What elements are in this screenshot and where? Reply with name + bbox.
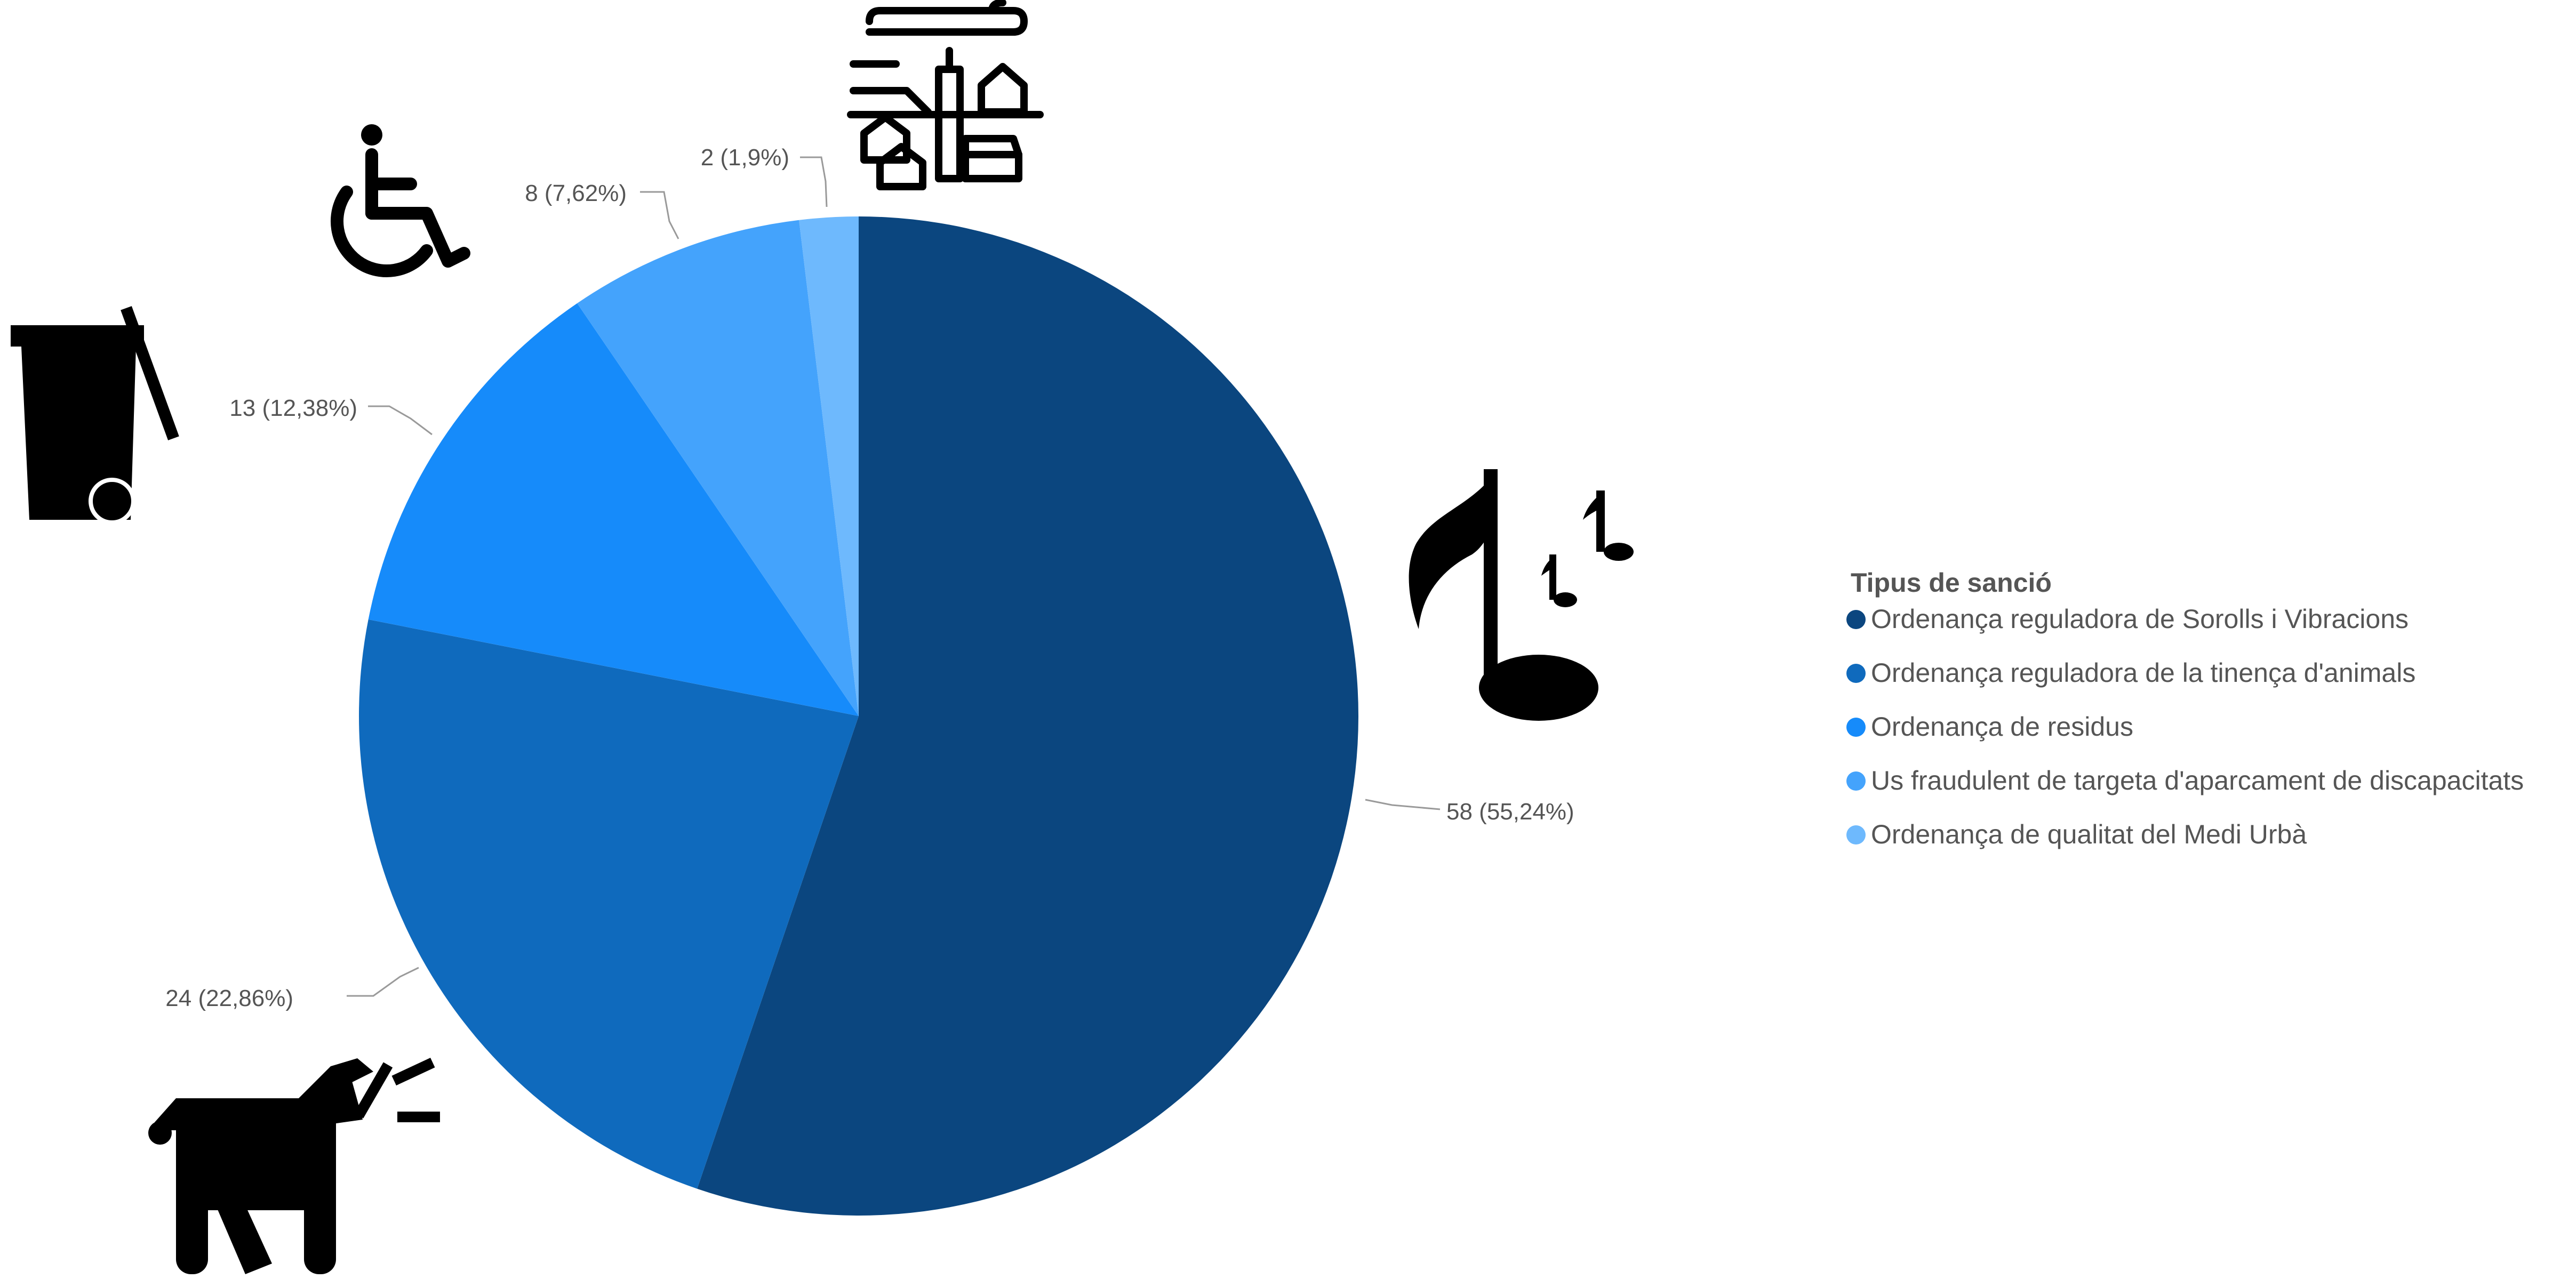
legend-label: Ordenança reguladora de Sorolls i Vibrac… <box>1871 604 2409 634</box>
legend-item-medi-urba[interactable]: Ordenança de qualitat del Medi Urbà <box>1846 819 2307 849</box>
legend-label: Us fraudulent de targeta d'aparcament de… <box>1871 766 2524 795</box>
legend-marker <box>1846 718 1866 737</box>
legend-marker <box>1846 771 1866 791</box>
legend-item-targeta-aparcament[interactable]: Us fraudulent de targeta d'aparcament de… <box>1846 766 2524 795</box>
data-label-residus: 13 (12,38%) <box>229 395 357 421</box>
town-icon <box>847 0 1044 190</box>
pie-slices <box>358 216 1358 1216</box>
legend-item-tinenca-animals[interactable]: Ordenança reguladora de la tinença d'ani… <box>1846 658 2415 688</box>
legend-label: Ordenança de qualitat del Medi Urbà <box>1871 819 2307 849</box>
legend-label: Ordenança reguladora de la tinença d'ani… <box>1871 658 2415 688</box>
leader-line-medi-urba <box>800 156 828 207</box>
leader-line-residus <box>368 405 433 436</box>
music-notes-icon <box>1409 469 1634 721</box>
pie-slice-targeta-aparcament <box>577 220 859 717</box>
legend-label: Ordenança de residus <box>1871 712 2133 742</box>
barking-dog-icon <box>148 1058 440 1274</box>
data-label-sorolls-vibracions: 58 (55,24%) <box>1446 799 1574 825</box>
legend-marker <box>1846 610 1866 629</box>
pie-slice-tinenca-animals <box>358 619 859 1189</box>
pie-slice-residus <box>368 303 859 716</box>
data-label-tinenca-animals: 24 (22,86%) <box>165 985 293 1011</box>
pie-data-labels: 58 (55,24%) 24 (22,86%) 13 (12,38%) 8 (7,62… <box>165 144 1574 1011</box>
leader-line-sorolls-vibracions <box>1365 799 1441 810</box>
wheelchair-icon <box>331 124 470 277</box>
data-label-targeta-aparcament: 8 (7,62%) <box>525 180 627 206</box>
trash-bin-icon <box>11 306 179 525</box>
legend-title: Tipus de sanció <box>1851 568 2052 598</box>
legend-marker <box>1846 825 1866 844</box>
data-label-medi-urba: 2 (1,9%) <box>701 144 789 171</box>
leader-line-targeta-aparcament <box>640 191 679 239</box>
legend: Tipus de sanció Ordenança reguladora de … <box>1846 568 2524 849</box>
legend-marker <box>1846 664 1866 683</box>
legend-item-residus[interactable]: Ordenança de residus <box>1846 712 2133 742</box>
leader-line-tinenca-animals <box>347 967 419 997</box>
pie-slice-sorolls-vibracions <box>697 216 1358 1216</box>
legend-item-sorolls-vibracions[interactable]: Ordenança reguladora de Sorolls i Vibrac… <box>1846 604 2409 634</box>
pie-slice-medi-urba <box>799 216 859 716</box>
